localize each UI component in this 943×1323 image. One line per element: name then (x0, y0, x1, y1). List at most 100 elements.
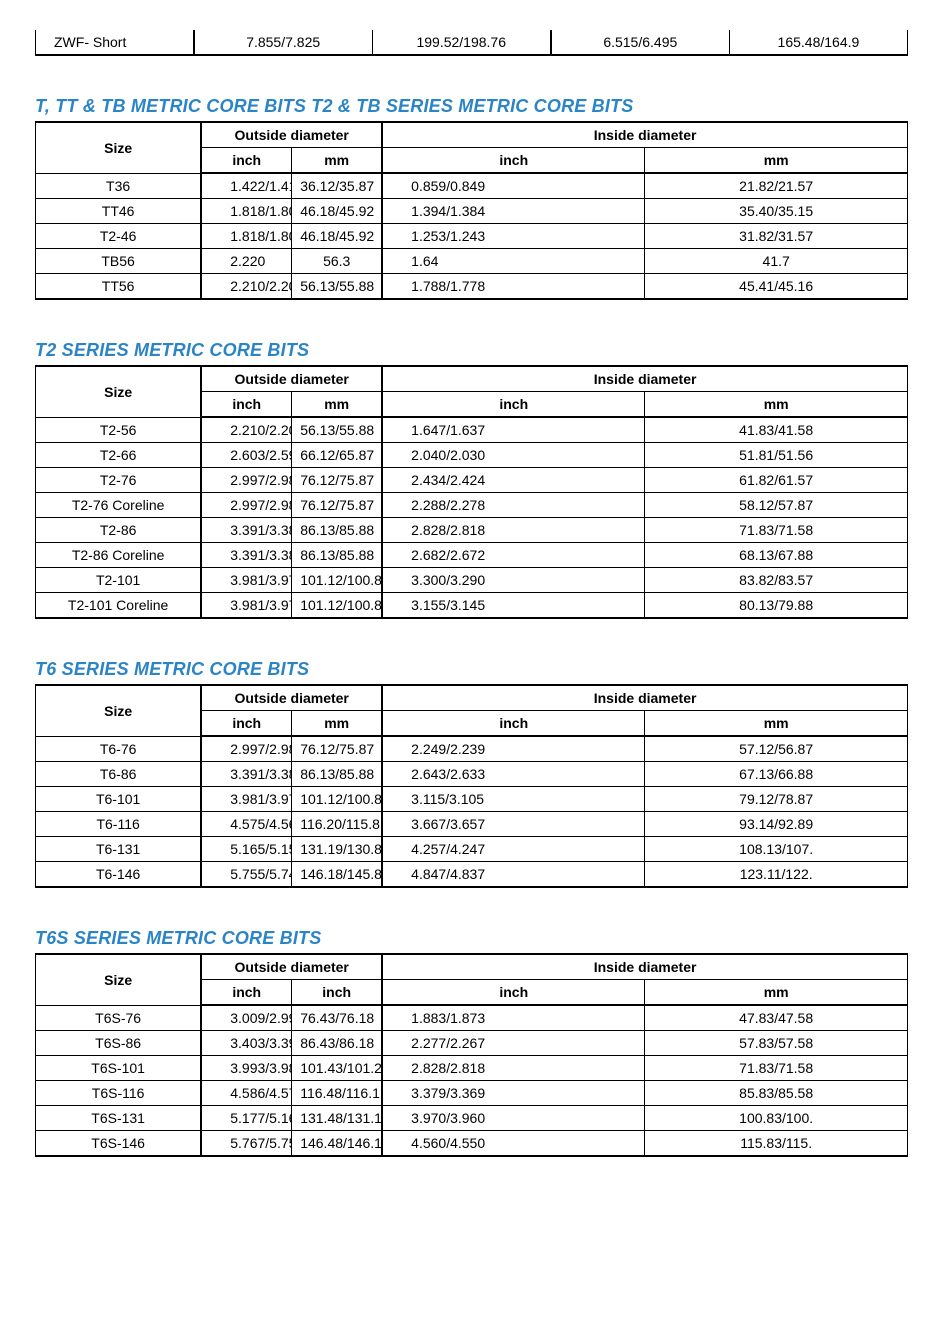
cell-od-mm: 101.12/100.8 (292, 568, 382, 593)
cell-id-mm: 57.83/57.58 (645, 1031, 908, 1056)
cell-size: T6S-101 (36, 1056, 202, 1081)
table-row: T2-762.997/2.98776.12/75.872.434/2.42461… (36, 468, 908, 493)
cell-od-mm: 116.20/115.8 (292, 812, 382, 837)
cell-od-mm: 131.48/131.1 (292, 1106, 382, 1131)
table-row: T2-1013.981/3.971101.12/100.83.300/3.290… (36, 568, 908, 593)
cell-size: T2-66 (36, 443, 202, 468)
cell-size: T36 (36, 173, 202, 199)
cell-od-mm: 76.43/76.18 (292, 1005, 382, 1031)
table-row: T2-863.391/3.38186.13/85.882.828/2.81871… (36, 518, 908, 543)
cell-size: T6-146 (36, 862, 202, 888)
cell-od-inch: 4.575/4.560 (201, 812, 291, 837)
table-row: TB562.22056.31.6441.7 (36, 249, 908, 274)
header-unit: mm (645, 392, 908, 418)
cell-size: T6-101 (36, 787, 202, 812)
spec-table: SizeOutside diameterInside diameterinchm… (35, 684, 908, 888)
cell-size: T2-101 (36, 568, 202, 593)
cell-od-inch: 1.818/1.808 (201, 224, 291, 249)
cell-od-inch: 4.586/4.571 (201, 1081, 291, 1106)
cell-size: T2-76 Coreline (36, 493, 202, 518)
cell-od-inch: 7.855/7.825 (194, 30, 373, 55)
cell-id-mm: 123.11/122. (645, 862, 908, 888)
cell-id-mm: 100.83/100. (645, 1106, 908, 1131)
header-inside: Inside diameter (382, 685, 907, 711)
cell-od-mm: 146.48/146.1 (292, 1131, 382, 1157)
cell-od-inch: 1.422/1.412 (201, 173, 291, 199)
cell-id-inch: 3.155/3.145 (382, 593, 645, 619)
cell-od-mm: 101.12/100.8 (292, 787, 382, 812)
cell-od-inch: 3.391/3.381 (201, 518, 291, 543)
cell-size: T6S-76 (36, 1005, 202, 1031)
cell-id-inch: 4.847/4.837 (382, 862, 645, 888)
cell-od-inch: 2.997/2.987 (201, 493, 291, 518)
cell-od-mm: 199.52/198.76 (372, 30, 551, 55)
header-size: Size (36, 122, 202, 173)
cell-od-mm: 46.18/45.92 (292, 199, 382, 224)
cell-id-inch: 6.515/6.495 (551, 30, 730, 55)
table-row: T6-1465.755/5.740146.18/145.84.847/4.837… (36, 862, 908, 888)
table-row: T361.422/1.41236.12/35.870.859/0.84921.8… (36, 173, 908, 199)
cell-id-mm: 115.83/115. (645, 1131, 908, 1157)
header-size: Size (36, 366, 202, 417)
cell-od-mm: 76.12/75.87 (292, 468, 382, 493)
header-unit: inch (201, 392, 291, 418)
header-inside: Inside diameter (382, 366, 907, 392)
cell-id-inch: 1.253/1.243 (382, 224, 645, 249)
cell-od-mm: 86.43/86.18 (292, 1031, 382, 1056)
cell-size: ZWF- Short (36, 30, 194, 55)
cell-size: T6S-146 (36, 1131, 202, 1157)
table-row: T2-101 Coreline3.981/3.971101.12/100.83.… (36, 593, 908, 619)
header-inside: Inside diameter (382, 122, 907, 148)
cell-id-mm: 47.83/47.58 (645, 1005, 908, 1031)
cell-od-mm: 101.12/100.8 (292, 593, 382, 619)
spec-table: SizeOutside diameterInside diameter inch m… (35, 365, 908, 619)
table-row: T6-1164.575/4.560116.20/115.83.667/3.657… (36, 812, 908, 837)
cell-od-inch: 3.981/3.971 (201, 568, 291, 593)
header-unit: mm (645, 148, 908, 174)
table-row: T6-1013.981/3.971101.12/100.83.115/3.105… (36, 787, 908, 812)
orphan-row-table: ZWF- Short 7.855/7.825 199.52/198.76 6.5… (35, 30, 908, 56)
cell-id-inch: 1.394/1.384 (382, 199, 645, 224)
cell-id-inch: 2.277/2.267 (382, 1031, 645, 1056)
cell-size: T6-116 (36, 812, 202, 837)
cell-od-inch: 2.210/2.200 (201, 417, 291, 443)
cell-id-inch: 2.040/2.030 (382, 443, 645, 468)
header-unit: mm (292, 148, 382, 174)
cell-od-inch: 5.165/5.150 (201, 837, 291, 862)
table-row: T2-86 Coreline3.391/3.38186.13/85.882.68… (36, 543, 908, 568)
table-row: T6S-1164.586/4.571116.48/116.13.379/3.36… (36, 1081, 908, 1106)
header-outside: Outside diameter (201, 366, 382, 392)
cell-id-mm: 71.83/71.58 (645, 1056, 908, 1081)
cell-id-inch: 2.643/2.633 (382, 762, 645, 787)
cell-id-inch: 0.859/0.849 (382, 173, 645, 199)
header-unit: inch (201, 711, 291, 737)
cell-size: T2-86 (36, 518, 202, 543)
section-title: T6 SERIES METRIC CORE BITS (35, 659, 908, 680)
cell-id-mm: 85.83/85.58 (645, 1081, 908, 1106)
header-unit: inch (292, 980, 382, 1006)
cell-id-inch: 1.883/1.873 (382, 1005, 645, 1031)
cell-od-mm: 66.12/65.87 (292, 443, 382, 468)
table-row: T2-461.818/1.80846.18/45.921.253/1.24331… (36, 224, 908, 249)
cell-id-mm: 57.12/56.87 (645, 736, 908, 762)
cell-id-inch: 1.64 (382, 249, 645, 274)
cell-size: T6S-86 (36, 1031, 202, 1056)
table-row: TT461.818/1.80846.18/45.921.394/1.38435.… (36, 199, 908, 224)
header-unit: mm (645, 980, 908, 1006)
header-unit: inch (382, 148, 645, 174)
cell-id-mm: 41.7 (645, 249, 908, 274)
table-row: T2-76 Coreline2.997/2.98776.12/75.872.28… (36, 493, 908, 518)
section-title: T2 SERIES METRIC CORE BITS (35, 340, 908, 361)
cell-id-inch: 3.379/3.369 (382, 1081, 645, 1106)
cell-od-inch: 2.220 (201, 249, 291, 274)
cell-size: T2-76 (36, 468, 202, 493)
cell-od-mm: 56.13/55.88 (292, 417, 382, 443)
cell-id-inch: 1.788/1.778 (382, 274, 645, 300)
cell-id-mm: 93.14/92.89 (645, 812, 908, 837)
cell-od-inch: 3.391/3.381 (201, 762, 291, 787)
cell-size: T6-86 (36, 762, 202, 787)
cell-size: T6-131 (36, 837, 202, 862)
cell-od-mm: 86.13/85.88 (292, 518, 382, 543)
section-title: T6S SERIES METRIC CORE BITS (35, 928, 908, 949)
header-size: Size (36, 954, 202, 1005)
